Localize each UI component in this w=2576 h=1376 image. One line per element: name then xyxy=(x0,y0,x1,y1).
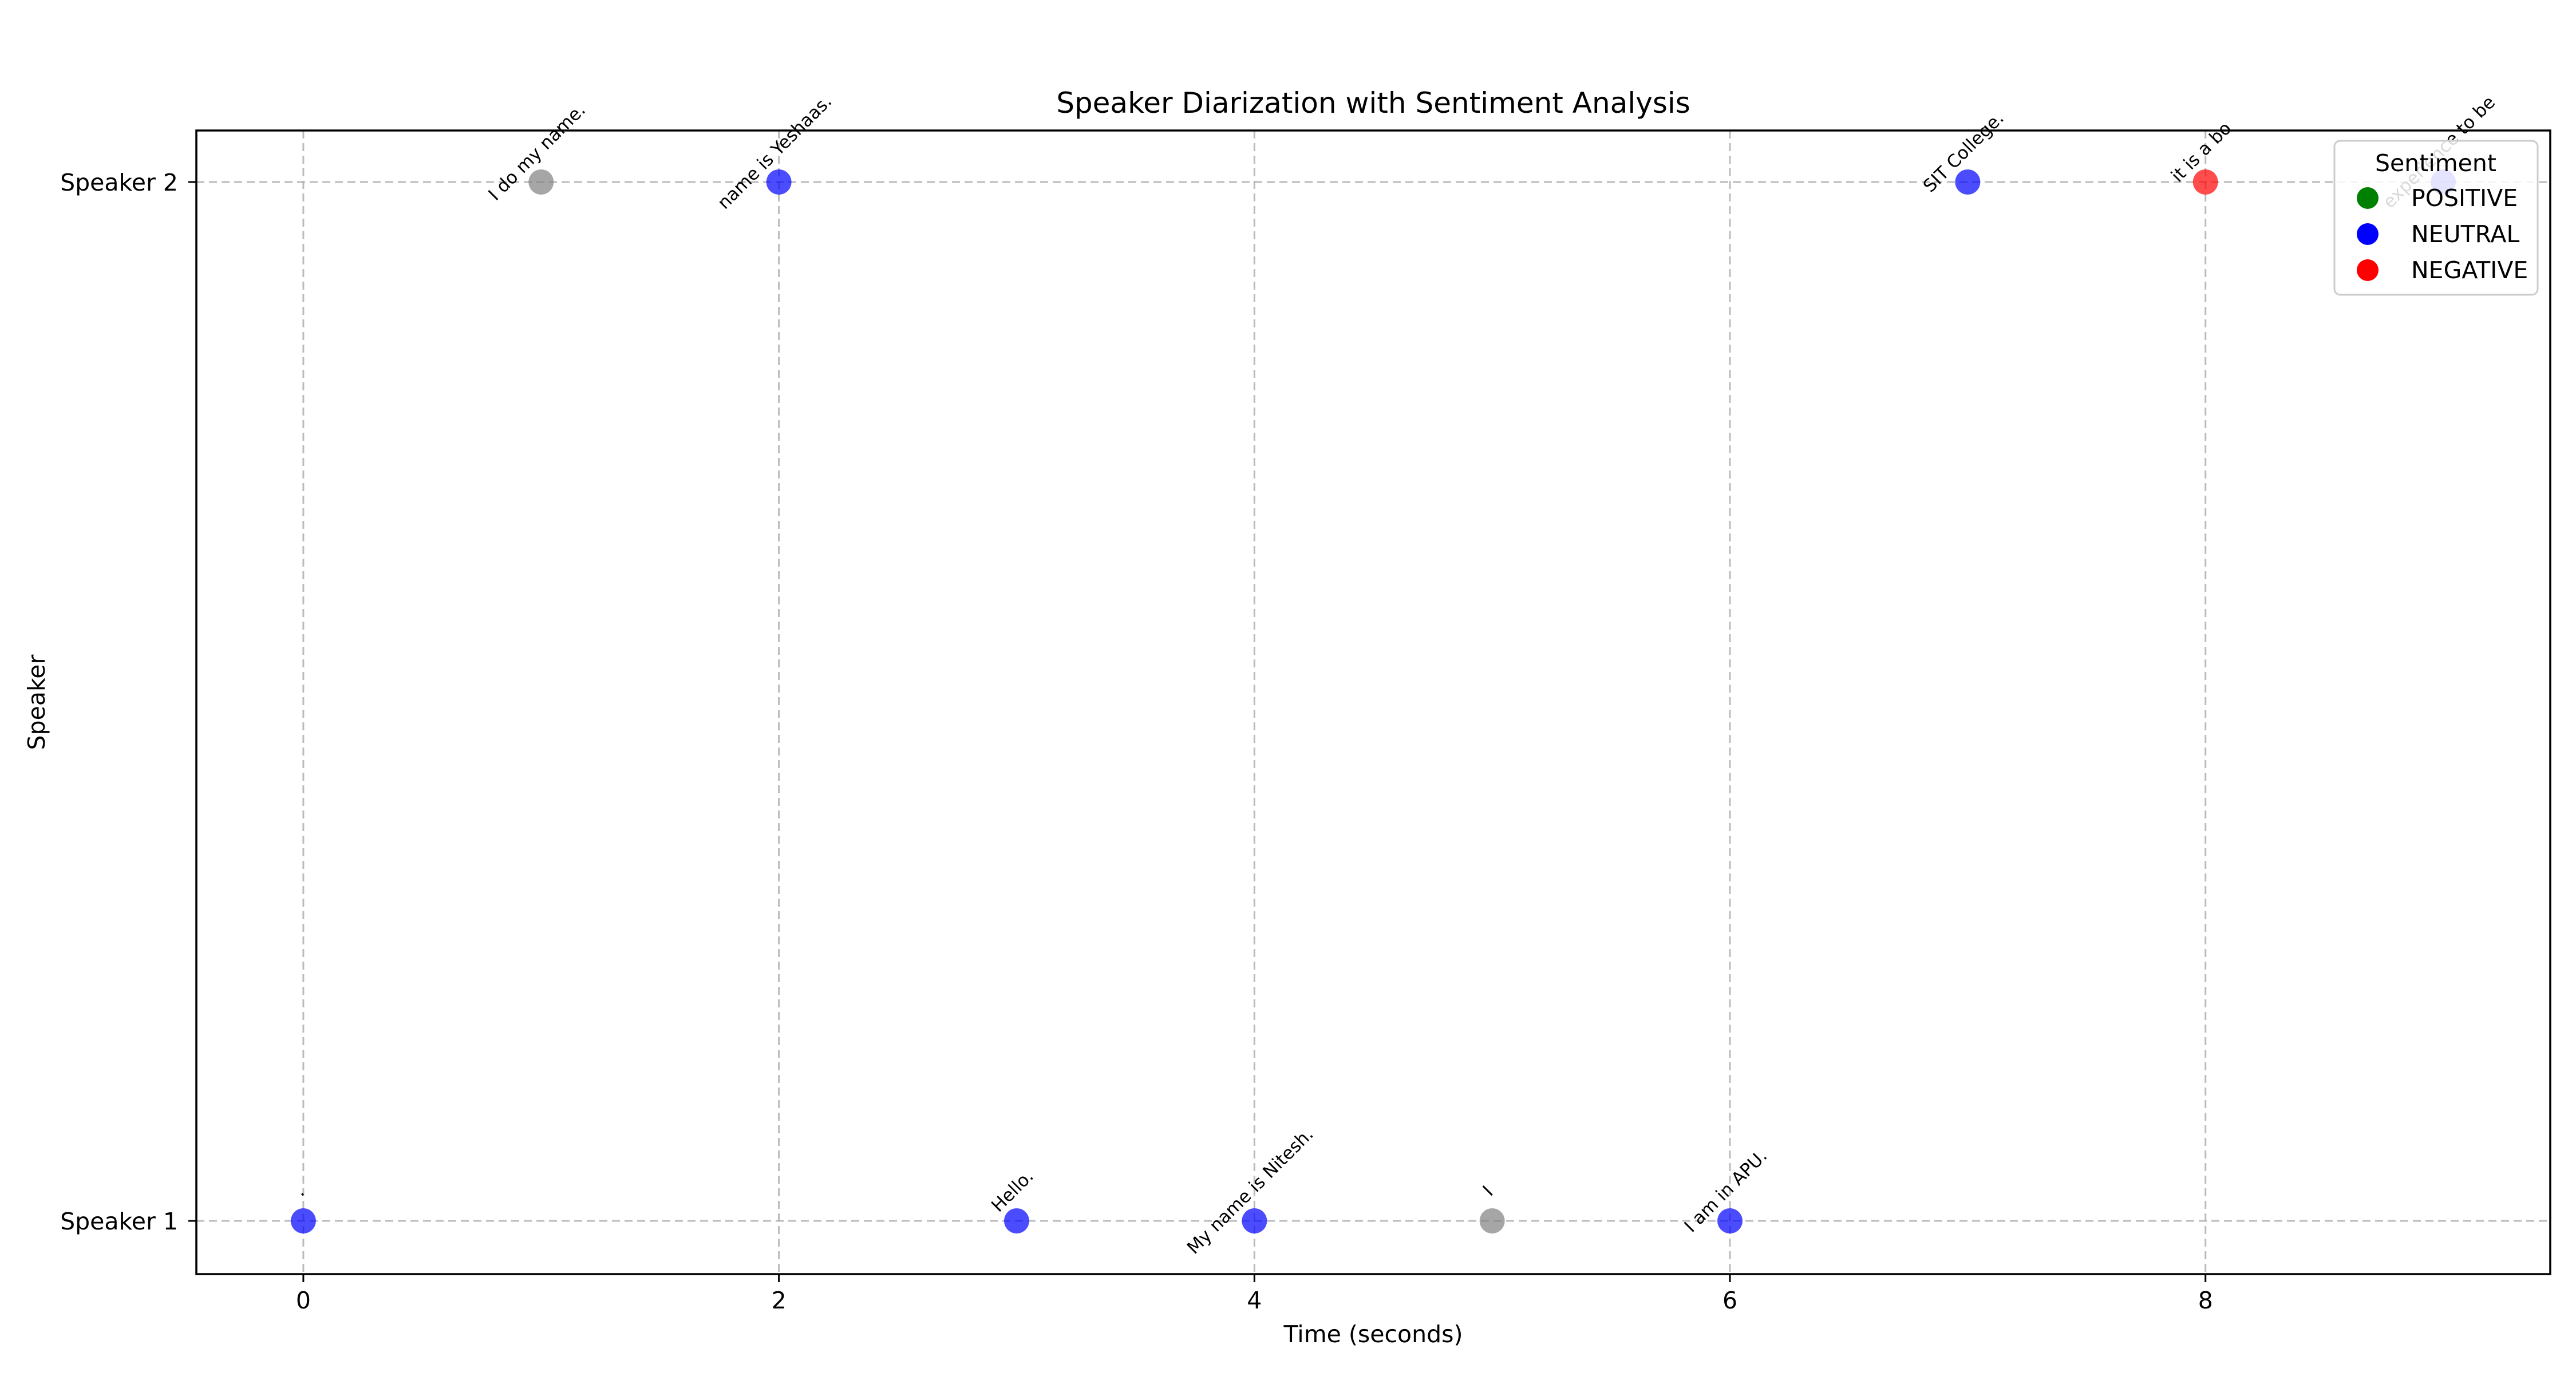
legend-title: Sentiment xyxy=(2375,149,2496,177)
data-point xyxy=(766,169,792,195)
legend-label-positive: POSITIVE xyxy=(2411,184,2518,212)
legend-marker-positive xyxy=(2357,187,2379,209)
x-axis-label: Time (seconds) xyxy=(1283,1320,1463,1348)
y-tick-label: Speaker 1 xyxy=(60,1208,178,1235)
data-point xyxy=(2192,169,2218,195)
data-point xyxy=(290,1208,316,1233)
legend-box xyxy=(2333,140,2539,296)
plot-area-frame xyxy=(195,129,2551,1275)
x-tick-label: 4 xyxy=(1247,1287,1262,1314)
data-point-label: Hello. xyxy=(987,1166,1038,1216)
data-point-label: . xyxy=(290,1182,309,1200)
data-point-label: My name is Nitesh. xyxy=(1183,1124,1318,1259)
data-point-label: name is Yeshaas. xyxy=(714,91,836,213)
data-point xyxy=(1717,1208,1743,1233)
x-tick-label: 2 xyxy=(772,1287,787,1314)
data-point xyxy=(1242,1208,1267,1233)
grid-layer xyxy=(196,131,2550,1274)
data-point-label: I xyxy=(1479,1182,1498,1200)
y-axis-label: Speaker xyxy=(23,654,50,750)
data-point xyxy=(1479,1208,1505,1233)
legend-marker-negative xyxy=(2357,259,2379,281)
data-points-layer xyxy=(290,169,2456,1233)
chart-title: Speaker Diarization with Sentiment Analy… xyxy=(1056,86,1690,120)
x-tick-label: 6 xyxy=(1722,1287,1737,1314)
legend-marker-neutral xyxy=(2357,223,2379,245)
x-tick-label: 8 xyxy=(2198,1287,2213,1314)
data-point xyxy=(528,169,554,195)
y-tick-label: Speaker 2 xyxy=(60,169,178,196)
axis-ticks-layer: 0 2 4 6 8 Speaker 1 Speaker 2 xyxy=(60,169,2213,1314)
x-tick-label: 0 xyxy=(296,1287,311,1314)
legend-label-negative: NEGATIVE xyxy=(2411,256,2528,284)
data-point xyxy=(1955,169,1981,195)
legend-label-neutral: NEUTRAL xyxy=(2411,220,2520,248)
data-point xyxy=(1003,1208,1029,1233)
data-labels-layer: .I do my name. name is Yeshaas.Hello. My n… xyxy=(290,91,2500,1258)
legend: Sentiment POSITIVE NEUTRAL NEGATIVE xyxy=(2333,140,2539,296)
